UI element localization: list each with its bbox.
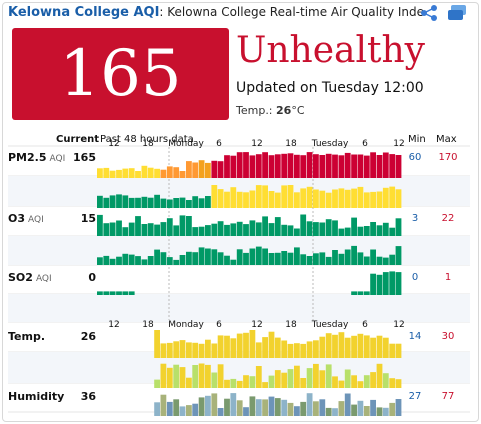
current-value: 77 (80, 182, 96, 195)
min-value: 23 (408, 183, 422, 194)
current-temp: Temp.: 26°C (236, 104, 305, 117)
pollutant-name: CO (8, 299, 26, 312)
min-value: 3 (411, 242, 419, 253)
max-value: 1017 (435, 361, 461, 372)
aqi-unit-label: AQI (35, 274, 52, 284)
current-value: 36 (80, 390, 96, 403)
row-label[interactable]: Humidity (8, 390, 64, 403)
min-value: 60 (408, 152, 422, 163)
max-value: 22 (441, 213, 455, 224)
pollutant-name: NO2 (8, 241, 35, 254)
min-col-header: Min (408, 134, 426, 145)
pollutant-name: PM2.5 (8, 151, 47, 164)
header-icons (419, 4, 467, 22)
max-value: 77 (441, 391, 455, 402)
history-col-header: Past 48 hours data (100, 134, 194, 145)
min-value: 0 (411, 300, 419, 311)
pollutant-name: Temp. (8, 330, 46, 343)
max-col-header: Max (436, 134, 457, 145)
current-value: 165 (73, 151, 96, 164)
max-value: 30 (441, 331, 455, 342)
max-value: 11 (441, 242, 455, 253)
current-value: 0 (88, 299, 96, 312)
max-value: 0 (444, 300, 452, 311)
station-subtitle: : Kelowna College Real-time Air Quality … (159, 5, 425, 19)
row-label[interactable]: PM2.5 AQI (8, 151, 65, 164)
row-label[interactable]: Temp. (8, 330, 45, 343)
current-col-header: Current (56, 134, 100, 145)
min-value: 1013 (404, 361, 430, 372)
row-label[interactable]: SO2 AQI (8, 271, 52, 284)
row-label[interactable]: NO2 AQI (8, 241, 53, 254)
max-value: 83 (441, 183, 455, 194)
current-value: 1016 (70, 360, 101, 373)
current-value: 6 (88, 241, 96, 254)
aqi-status: Unhealthy (236, 30, 425, 71)
current-value: 0 (88, 271, 96, 284)
share-icon[interactable] (419, 4, 439, 22)
row-label[interactable]: PM10 AQI (8, 182, 61, 195)
temp-unit: °C (291, 104, 305, 117)
aqi-unit-label: AQI (28, 215, 44, 225)
max-value: 1 (444, 272, 452, 283)
min-value: 14 (408, 331, 422, 342)
pollutant-name: PM10 (8, 182, 43, 195)
page-header: Kelowna College AQI: Kelowna College Rea… (8, 5, 424, 25)
row-label[interactable]: Pressure (8, 360, 63, 373)
row-label[interactable]: CO AQI (8, 299, 44, 312)
aqi-unit-label: AQI (28, 302, 45, 312)
aqi-unit-label: AQI (37, 244, 53, 254)
widget-icon[interactable] (447, 4, 467, 22)
min-value: 0 (411, 272, 419, 283)
station-title[interactable]: Kelowna College AQI (8, 5, 160, 20)
temp-label: Temp.: (236, 104, 273, 117)
aqi-value: 165 (59, 37, 182, 111)
max-value: 170 (438, 152, 458, 163)
aqi-unit-label: AQI (49, 154, 66, 164)
pollutant-name: Humidity (8, 390, 65, 403)
pollutant-name: Pressure (8, 360, 63, 373)
temp-value: 26 (276, 104, 292, 117)
aqi-unit-label: AQI (45, 185, 62, 195)
pollutant-name: O3 (8, 212, 26, 225)
aqi-value-box: 165 (12, 28, 229, 120)
current-value: 26 (80, 330, 96, 343)
pollutant-name: SO2 (8, 271, 33, 284)
row-label[interactable]: O3 AQI (8, 212, 44, 225)
current-value: 15 (80, 212, 96, 225)
min-value: 3 (411, 213, 419, 224)
min-value: 27 (408, 391, 422, 402)
updated-time: Updated on Tuesday 12:00 (236, 80, 424, 96)
